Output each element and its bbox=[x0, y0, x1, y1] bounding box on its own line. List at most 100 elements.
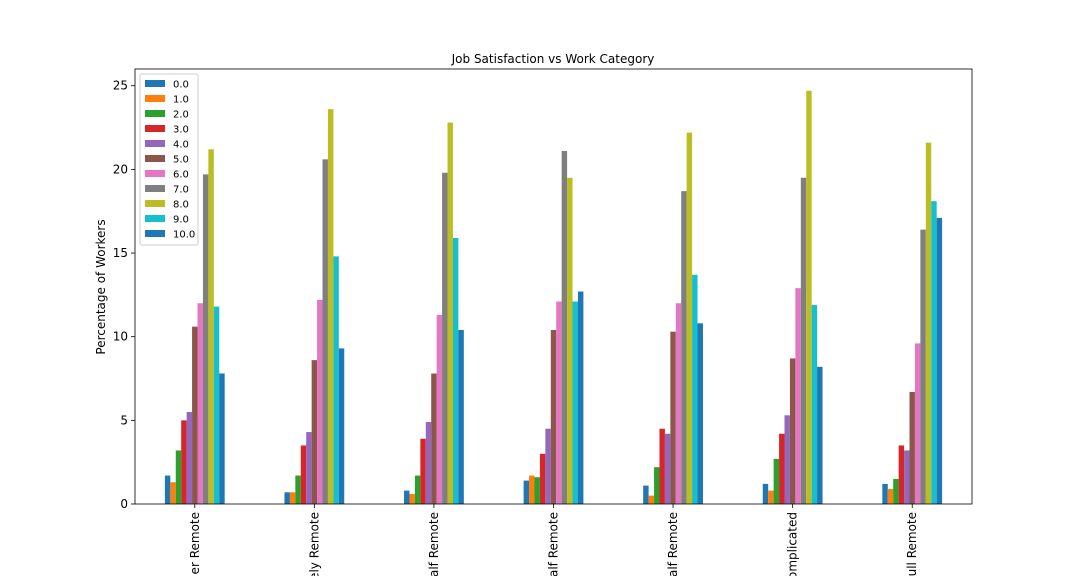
legend-label-10: 10.0 bbox=[173, 230, 195, 241]
bar-series-2-cat-6 bbox=[893, 478, 899, 504]
bar-series-1-cat-5 bbox=[768, 490, 774, 504]
bar-series-9-cat-4 bbox=[692, 274, 698, 504]
bar-series-7-cat-4 bbox=[681, 191, 687, 504]
bar-series-1-cat-3 bbox=[529, 475, 535, 504]
bar-series-2-cat-1 bbox=[295, 475, 301, 504]
bar-series-3-cat-0 bbox=[181, 420, 187, 504]
bar-series-6-cat-3 bbox=[556, 301, 562, 504]
bar-series-2-cat-0 bbox=[175, 450, 182, 504]
bar-series-6-cat-2 bbox=[436, 314, 443, 504]
bar-series-4-cat-3 bbox=[545, 428, 551, 504]
legend: 0.0 1.0 2.0 3.0 4.0 5.0 6.0 7.0 8.0 9.0 10.0 bbox=[139, 73, 199, 246]
bar-series-5-cat-6 bbox=[909, 391, 915, 504]
legend-swatch-5 bbox=[145, 155, 165, 162]
bar-series-8-cat-6 bbox=[925, 142, 932, 504]
plot-area: 0 5 10 15 20 25 er Remote ely Remote alf Remote a… bbox=[113, 68, 973, 576]
legend-swatch-4 bbox=[145, 140, 165, 147]
bar-series-8-cat-3 bbox=[567, 177, 573, 504]
y-tick-label-2: 10 bbox=[113, 330, 128, 344]
bar-series-2-cat-3 bbox=[534, 477, 540, 504]
x-tick-label-6: ull Remote bbox=[905, 512, 919, 576]
legend-label-4: 4.0 bbox=[173, 140, 189, 151]
bar-series-7-cat-3 bbox=[561, 150, 568, 505]
bar-series-9-cat-0 bbox=[213, 306, 220, 504]
bar-series-9-cat-3 bbox=[572, 301, 578, 504]
bar-series-0-cat-6 bbox=[882, 483, 888, 504]
x-tick-label-1: ely Remote bbox=[307, 512, 321, 576]
x-tick-label-0: er Remote bbox=[188, 512, 202, 574]
bar-series-0-cat-5 bbox=[762, 483, 769, 504]
x-tick-label-5: omplicated bbox=[786, 512, 800, 576]
bar-series-4-cat-6 bbox=[904, 450, 910, 504]
bar-series-7-cat-2 bbox=[442, 172, 448, 505]
bar-series-0-cat-0 bbox=[164, 475, 171, 504]
bar-series-2-cat-2 bbox=[414, 475, 421, 504]
legend-label-8: 8.0 bbox=[173, 200, 189, 211]
bar-series-6-cat-1 bbox=[317, 299, 323, 504]
bar-series-10-cat-5 bbox=[817, 366, 823, 504]
bar-series-4-cat-1 bbox=[306, 432, 312, 504]
bar-series-10-cat-3 bbox=[577, 291, 584, 504]
bar-series-8-cat-0 bbox=[208, 149, 214, 504]
bar-series-4-cat-5 bbox=[784, 415, 790, 504]
legend-label-0: 0.0 bbox=[173, 80, 189, 91]
y-tick-label-3: 15 bbox=[113, 246, 128, 260]
bar-series-0-cat-3 bbox=[523, 480, 530, 504]
bar-series-3-cat-3 bbox=[539, 453, 546, 504]
bar-series-8-cat-4 bbox=[686, 132, 693, 504]
bar-series-1-cat-0 bbox=[170, 482, 176, 504]
bar-series-3-cat-2 bbox=[420, 438, 426, 504]
legend-label-1: 1.0 bbox=[173, 95, 189, 106]
bar-series-5-cat-5 bbox=[789, 358, 796, 504]
bar-series-10-cat-0 bbox=[219, 373, 225, 504]
bar-series-0-cat-2 bbox=[404, 490, 410, 504]
bar-series-0-cat-4 bbox=[643, 485, 649, 504]
legend-label-7: 7.0 bbox=[173, 185, 189, 196]
bar-series-3-cat-1 bbox=[300, 445, 307, 504]
legend-label-5: 5.0 bbox=[173, 155, 189, 166]
bar-series-1-cat-2 bbox=[409, 493, 415, 504]
x-tick-label-2: alf Remote bbox=[427, 512, 441, 576]
bar-series-1-cat-1 bbox=[289, 492, 296, 504]
bar-series-2-cat-4 bbox=[654, 467, 660, 504]
bar-series-5-cat-4 bbox=[670, 331, 676, 504]
bar-series-6-cat-6 bbox=[914, 343, 921, 504]
bar-series-6-cat-0 bbox=[197, 303, 203, 504]
bar-series-8-cat-1 bbox=[327, 109, 334, 505]
bar-series-2-cat-5 bbox=[773, 458, 780, 504]
legend-label-3: 3.0 bbox=[173, 125, 189, 136]
y-axis-label: Percentage of Workers bbox=[94, 219, 108, 354]
y-tick-label-1: 5 bbox=[120, 413, 128, 427]
legend-swatch-3 bbox=[145, 125, 165, 132]
bar-series-5-cat-2 bbox=[431, 373, 437, 504]
legend-label-6: 6.0 bbox=[173, 170, 189, 181]
bar-series-9-cat-2 bbox=[452, 237, 459, 505]
chart-title: Job Satisfaction vs Work Category bbox=[451, 52, 655, 66]
bar-series-9-cat-5 bbox=[811, 304, 818, 504]
bar-series-3-cat-5 bbox=[779, 433, 785, 504]
legend-swatch-1 bbox=[145, 95, 165, 102]
y-tick-label-0: 0 bbox=[120, 497, 128, 511]
x-tick-label-3: alf Remote bbox=[547, 512, 561, 576]
legend-label-9: 9.0 bbox=[173, 215, 189, 226]
bar-series-9-cat-1 bbox=[333, 256, 339, 504]
bar-series-3-cat-4 bbox=[659, 428, 665, 504]
bar-series-6-cat-4 bbox=[675, 303, 682, 504]
legend-swatch-8 bbox=[145, 200, 165, 207]
bar-series-10-cat-6 bbox=[936, 217, 943, 504]
bar-series-1-cat-6 bbox=[887, 488, 894, 504]
legend-label-2: 2.0 bbox=[173, 110, 189, 121]
bar-series-4-cat-2 bbox=[425, 422, 432, 504]
bar-series-10-cat-1 bbox=[338, 348, 345, 504]
bar-series-5-cat-1 bbox=[311, 360, 318, 504]
bar-series-6-cat-5 bbox=[795, 288, 801, 504]
bar-series-7-cat-1 bbox=[322, 159, 328, 504]
x-tick-label-4: alf Remote bbox=[666, 512, 680, 576]
y-tick-label-5: 25 bbox=[113, 79, 128, 93]
bar-series-10-cat-4 bbox=[697, 323, 703, 504]
bar-series-1-cat-4 bbox=[648, 495, 655, 504]
bar-series-4-cat-4 bbox=[664, 433, 671, 504]
y-tick-label-4: 20 bbox=[113, 162, 128, 176]
legend-swatch-6 bbox=[145, 170, 165, 177]
